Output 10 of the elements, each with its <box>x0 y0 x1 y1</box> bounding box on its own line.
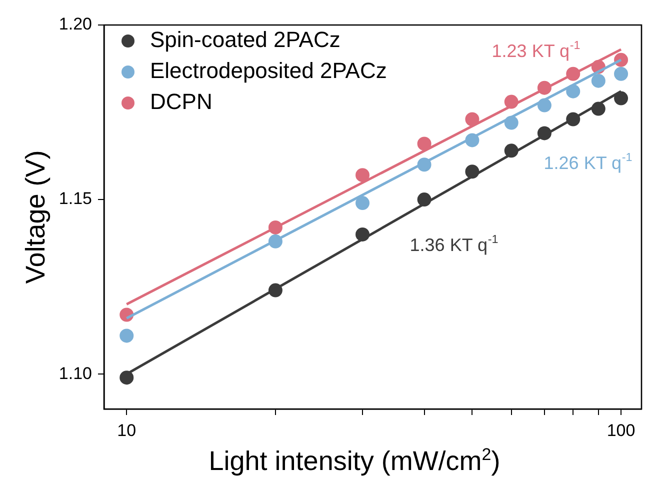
y-tick-label: 1.10 <box>58 364 92 383</box>
x-tick-label: 100 <box>606 420 636 440</box>
x-tick-label: 10 <box>117 420 136 440</box>
y-tick-label: 1.15 <box>58 189 92 208</box>
legend-label: Spin-coated 2PACz <box>150 27 340 52</box>
y-axis-title: Voltage (V) <box>20 150 52 284</box>
y-tick-label: 1.20 <box>58 14 92 34</box>
legend-label: Electrodeposited 2PACz <box>150 58 387 84</box>
legend-label: DCPN <box>150 89 212 114</box>
x-axis-title: Light intensity (mW/cm$^{2}$) <box>208 445 502 477</box>
